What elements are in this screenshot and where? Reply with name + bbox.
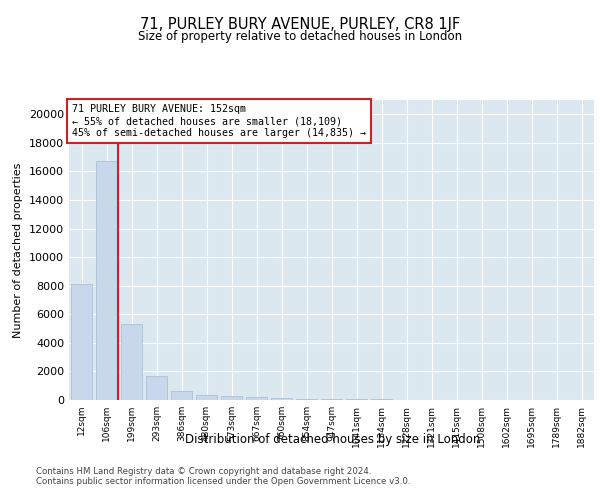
Bar xyxy=(271,398,292,400)
Bar xyxy=(96,162,117,400)
Bar xyxy=(171,390,192,400)
Bar xyxy=(121,324,142,400)
Bar xyxy=(246,397,267,400)
Bar xyxy=(296,398,317,400)
Bar xyxy=(321,399,342,400)
Bar xyxy=(221,396,242,400)
Text: Size of property relative to detached houses in London: Size of property relative to detached ho… xyxy=(138,30,462,43)
Text: Contains public sector information licensed under the Open Government Licence v3: Contains public sector information licen… xyxy=(36,478,410,486)
Bar xyxy=(71,284,92,400)
Bar xyxy=(196,395,217,400)
Text: Contains HM Land Registry data © Crown copyright and database right 2024.: Contains HM Land Registry data © Crown c… xyxy=(36,468,371,476)
Y-axis label: Number of detached properties: Number of detached properties xyxy=(13,162,23,338)
Text: 71 PURLEY BURY AVENUE: 152sqm
← 55% of detached houses are smaller (18,109)
45% : 71 PURLEY BURY AVENUE: 152sqm ← 55% of d… xyxy=(71,104,365,138)
Text: 71, PURLEY BURY AVENUE, PURLEY, CR8 1JF: 71, PURLEY BURY AVENUE, PURLEY, CR8 1JF xyxy=(140,18,460,32)
Text: Distribution of detached houses by size in London: Distribution of detached houses by size … xyxy=(185,432,481,446)
Bar xyxy=(146,376,167,400)
